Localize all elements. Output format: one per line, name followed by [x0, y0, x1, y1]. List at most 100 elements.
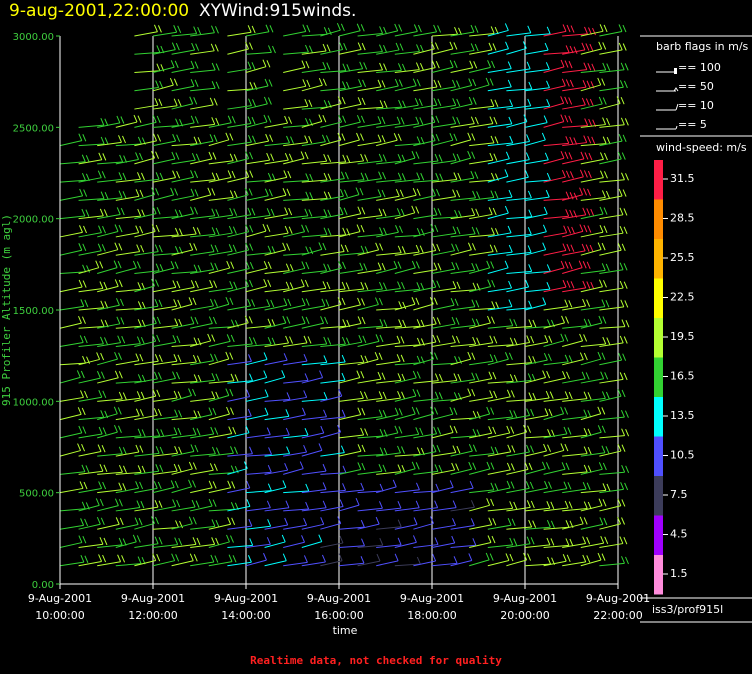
barb-flag	[208, 407, 213, 415]
barb-flag	[490, 482, 495, 491]
barb-flag	[546, 370, 551, 379]
barb-flag	[584, 152, 589, 160]
barb-shaft	[115, 397, 141, 402]
wind-barb	[524, 370, 551, 384]
barb-flag	[174, 409, 179, 417]
wind-barb	[227, 98, 256, 110]
speed-legend-label: 19.5	[670, 330, 695, 343]
barb-flag	[190, 444, 195, 452]
barb-flag	[494, 446, 499, 455]
wind-barb	[450, 43, 479, 55]
wind-barb	[78, 370, 105, 384]
barb-flag	[119, 154, 124, 163]
barb-flag	[471, 243, 476, 251]
wind-barb	[264, 392, 291, 402]
wind-barb	[376, 425, 403, 439]
wind-barb	[283, 373, 309, 384]
barb-flag	[141, 429, 146, 437]
barb-flag	[360, 115, 365, 123]
barb-flag	[361, 408, 366, 416]
barb-shaft	[227, 305, 251, 311]
barb-shaft	[264, 232, 289, 238]
barb-shaft	[115, 195, 140, 201]
wind-barb	[599, 225, 628, 238]
barb-shaft	[264, 560, 287, 567]
barb-shaft	[580, 269, 606, 274]
barb-flag	[249, 446, 253, 454]
wind-barb	[450, 190, 481, 201]
barb-shaft	[320, 70, 346, 74]
barb-flag	[420, 282, 425, 291]
barb-shaft	[152, 397, 178, 402]
wind-barb	[469, 552, 494, 567]
barb-flag	[267, 97, 272, 105]
barb-flag	[449, 480, 454, 488]
wind-barb	[283, 279, 309, 293]
barb-shaft	[562, 508, 588, 512]
barb-flag	[510, 426, 515, 434]
barb-flag	[104, 301, 109, 309]
barb-flag	[383, 227, 388, 236]
barb-shaft	[506, 68, 531, 74]
wind-barb	[524, 390, 554, 402]
wind-barb	[264, 534, 286, 548]
barb-flag	[282, 188, 287, 196]
barb-shaft	[115, 451, 139, 457]
barb-shaft	[301, 106, 328, 110]
wind-barb	[543, 225, 576, 238]
wind-barb	[283, 390, 308, 402]
barb-flag	[226, 534, 230, 543]
barb-flag	[356, 132, 360, 141]
barb-flag	[321, 134, 326, 142]
barb-flag	[490, 99, 495, 107]
wind-barb	[115, 391, 145, 402]
wind-barb	[506, 536, 535, 548]
wind-barb	[580, 170, 608, 183]
barb-flag	[563, 426, 568, 435]
wind-barb	[152, 133, 181, 147]
barb-flag	[98, 152, 103, 160]
barb-shaft	[580, 343, 606, 348]
barb-flag	[583, 170, 588, 178]
barb-flag	[602, 42, 607, 50]
barb-flag	[471, 208, 476, 216]
barb-flag	[97, 170, 102, 178]
wind-barb	[264, 409, 290, 421]
barb-flag	[229, 153, 234, 161]
barb-flag	[625, 429, 630, 437]
barb-flag	[603, 24, 608, 33]
barb-flag	[361, 444, 366, 453]
barb-shaft	[543, 198, 570, 201]
barb-shaft	[283, 67, 306, 74]
barb-flag	[327, 209, 332, 218]
wind-barb	[394, 355, 425, 366]
barb-shaft	[599, 30, 623, 37]
barb-shaft	[264, 304, 287, 311]
wind-barb	[78, 444, 106, 457]
barb-shaft	[190, 305, 214, 311]
barb-flag	[190, 206, 194, 214]
wind-barb	[245, 483, 272, 494]
barb-shaft	[543, 361, 569, 366]
barb-shaft	[59, 305, 84, 311]
barb-flag	[471, 388, 476, 397]
barb-flag	[326, 44, 331, 52]
barb-flag	[623, 263, 628, 271]
barb-flag	[524, 170, 529, 178]
barb-flag	[103, 537, 108, 546]
wind-barb	[506, 373, 536, 384]
wind-barb	[338, 61, 368, 74]
barb-shaft	[208, 196, 234, 201]
barb-flag	[589, 244, 594, 253]
barb-shaft	[264, 270, 290, 274]
barb-flag	[232, 555, 237, 563]
barb-flag	[251, 116, 256, 125]
barb-shaft	[78, 560, 102, 567]
speed-legend-label: 1.5	[670, 567, 688, 580]
barb-flag	[122, 172, 127, 181]
barb-flag	[564, 354, 569, 363]
wind-barb	[487, 462, 515, 475]
barb-shaft	[450, 324, 476, 329]
wind-barb	[245, 427, 271, 439]
barb-shaft	[264, 142, 290, 147]
